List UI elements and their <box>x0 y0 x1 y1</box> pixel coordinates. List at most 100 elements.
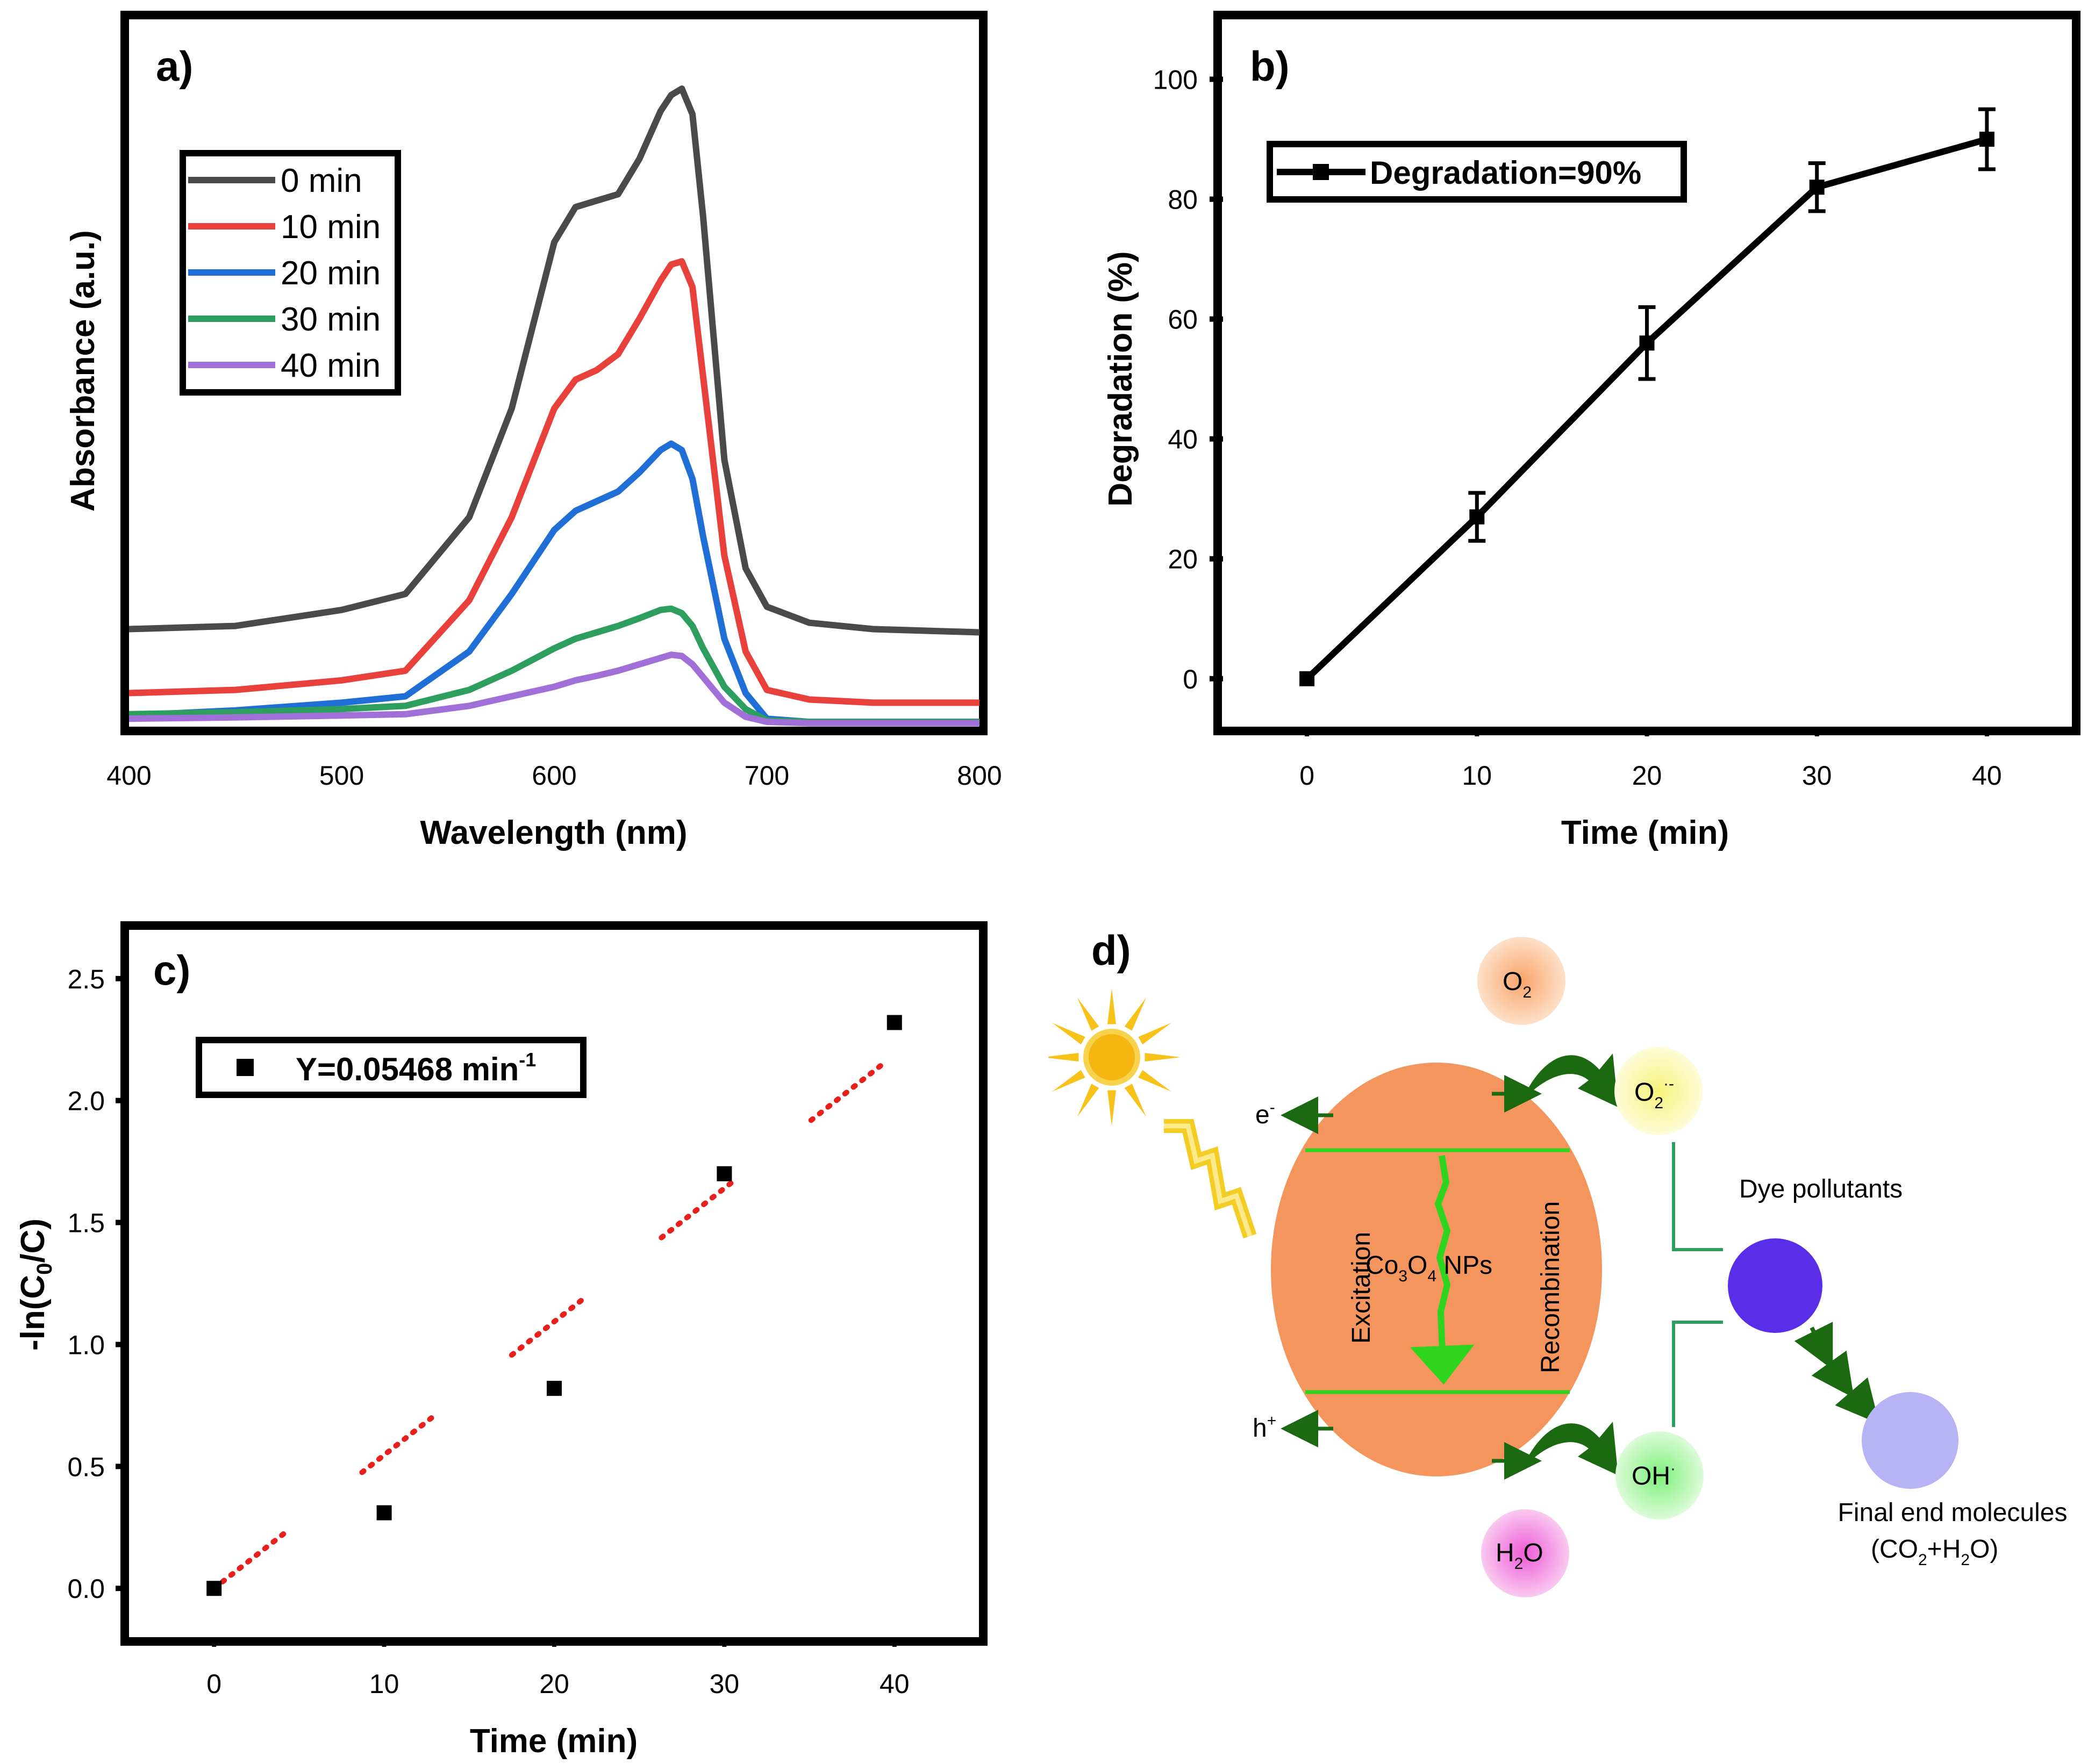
x-tick-label: 0 <box>206 1669 221 1699</box>
fit-segment <box>359 1412 438 1475</box>
recombination-arrow <box>1410 1155 1475 1385</box>
superoxide-radical <box>1614 1047 1703 1135</box>
y-tick-label: 1.5 <box>67 1208 105 1238</box>
fit-segment <box>808 1060 887 1123</box>
superoxide-label: O2·- <box>1634 1075 1674 1112</box>
legend-box <box>1267 141 1687 203</box>
panel-c-frame <box>120 921 988 1646</box>
legend-marker <box>237 1059 254 1076</box>
hole-label: h+ <box>1253 1412 1276 1443</box>
x-tick-label: 0 <box>1299 761 1314 791</box>
y-tick-label: 100 <box>1153 65 1198 95</box>
legend: 0 min 10 min 20 min 30 min 40 min <box>188 162 381 384</box>
data-point <box>1979 132 1994 147</box>
legend-label: 0 min <box>281 162 362 199</box>
y-tick-label: 2.5 <box>67 964 105 994</box>
x-tick-label: 30 <box>710 1669 740 1699</box>
fit-segment <box>211 1528 290 1591</box>
spectrum-line-0 <box>128 85 980 636</box>
x-ticks: 400 500 600 700 800 <box>106 727 1002 791</box>
nanoparticle-label: Co3O4 NPs <box>1365 1251 1492 1285</box>
panel-a-chart: 400 500 600 700 800 a) 0 min 10 min 20 min 30 m… <box>65 11 1002 851</box>
x-tick-label: 30 <box>1802 761 1832 791</box>
sun-ray <box>1107 988 1116 1024</box>
data-point <box>1299 671 1315 686</box>
fit-segment <box>509 1295 588 1358</box>
fit-segment <box>659 1177 738 1240</box>
legend-label: 20 min <box>281 255 381 292</box>
degradation-series <box>1299 107 1996 686</box>
sun-ray <box>1048 1053 1079 1062</box>
axis-ticks: 0 10 20 30 40 0 20 40 60 80 100 <box>1153 65 2002 791</box>
y-tick-label: 40 <box>1168 425 1198 455</box>
hydroxyl-label: OH· <box>1632 1460 1676 1490</box>
x-tick-label: 40 <box>1972 761 2002 791</box>
h2o-molecule <box>1481 1509 1569 1597</box>
x-tick-label: 400 <box>106 761 151 791</box>
sun-ray <box>1052 1023 1085 1045</box>
sun-ray <box>1138 1023 1171 1045</box>
sun-ray <box>1145 1053 1181 1062</box>
panel-c-chart: 0 10 20 30 40 0.0 0.5 1.0 1.5 2.0 2.5 c) Y=0.05468… <box>15 921 988 1760</box>
legend-marker <box>1313 164 1329 180</box>
legend-label: 10 min <box>281 209 381 246</box>
x-tick-label: 20 <box>539 1669 569 1699</box>
y-tick-label: 2.0 <box>67 1086 105 1116</box>
data-point <box>1639 335 1655 351</box>
legend-label: Degradation=90% <box>1370 155 1641 191</box>
panel-label: d) <box>1091 927 1131 974</box>
panel-label: c) <box>153 946 190 994</box>
data-point <box>886 1015 902 1030</box>
kinetic-points <box>206 1015 902 1596</box>
recombination-label: Recombination <box>1536 1201 1565 1373</box>
panel-d-diagram: d) Excitation Recombination Co3O4 NPs e-… <box>1048 927 2067 1597</box>
y-axis-label: Degradation (%) <box>1102 251 1139 506</box>
data-point <box>1469 509 1485 525</box>
degradation-arrow-3 <box>1835 1377 1879 1424</box>
x-tick-label: 700 <box>745 761 789 791</box>
x-tick-label: 500 <box>319 761 364 791</box>
spectra-lines <box>128 85 980 727</box>
excitation-label: Excitation <box>1347 1232 1376 1344</box>
legend-label: 30 min <box>281 301 381 338</box>
x-tick-label: 10 <box>369 1669 399 1699</box>
spectrum-line-2 <box>128 440 979 726</box>
panel-b-chart: 0 10 20 30 40 0 20 40 60 80 100 b) Degradation=90%… <box>1102 11 2080 851</box>
y-tick-label: 0.5 <box>67 1452 105 1482</box>
h2o-label: H2O <box>1496 1539 1543 1573</box>
x-tick-label: 40 <box>880 1669 910 1699</box>
o2-molecule <box>1477 937 1565 1025</box>
electron-label: e- <box>1255 1099 1275 1129</box>
y-axis-label: Absorbance (a.u.) <box>65 230 102 512</box>
spectrum-line-4 <box>128 651 979 727</box>
x-axis-label: Wavelength (nm) <box>420 814 687 851</box>
legend-label: 40 min <box>281 347 381 384</box>
hydroxyl-connector <box>1672 1321 1723 1427</box>
sun-ray <box>1138 1070 1171 1092</box>
superoxide-formation-arrow <box>1521 1053 1618 1107</box>
degradation-arrow-2 <box>1811 1350 1854 1399</box>
panel-label: b) <box>1250 42 1290 90</box>
x-tick-label: 800 <box>957 761 1002 791</box>
co3o4-nanoparticle <box>1271 1063 1602 1476</box>
final-products-formula: (CO2+H2O) <box>1871 1535 1998 1569</box>
y-tick-label: 80 <box>1168 185 1198 215</box>
y-tick-label: 60 <box>1168 305 1198 335</box>
sun-ray <box>1077 998 1099 1031</box>
x-tick-label: 10 <box>1462 761 1492 791</box>
data-point <box>547 1381 562 1396</box>
y-axis-label: -ln(C0/C) <box>15 1218 56 1351</box>
x-axis-label: Time (min) <box>1561 814 1729 851</box>
spectrum-line-1 <box>128 258 979 706</box>
data-point <box>376 1505 392 1521</box>
linear-fit-line <box>211 1060 887 1591</box>
o2-label: O2 <box>1503 967 1532 1001</box>
sun-ray <box>1077 1084 1099 1117</box>
data-point <box>717 1166 732 1181</box>
y-tick-label: 0.0 <box>67 1574 105 1604</box>
sun-ray <box>1124 1084 1146 1117</box>
hydroxyl-formation-arrow <box>1521 1422 1618 1475</box>
degradation-arrow-1 <box>1794 1322 1833 1370</box>
legend-label: Y=0.05468 min-1 <box>296 1049 536 1087</box>
x-tick-label: 20 <box>1632 761 1662 791</box>
